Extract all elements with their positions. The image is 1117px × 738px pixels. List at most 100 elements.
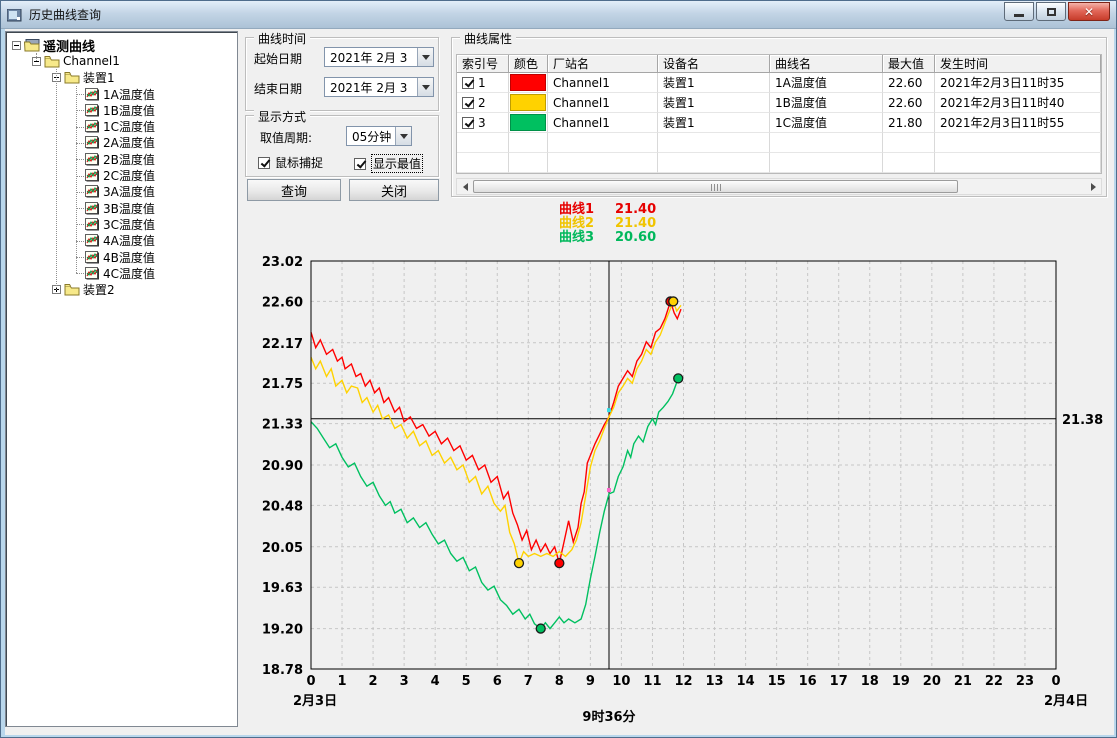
expand-toggle-icon[interactable] bbox=[12, 41, 21, 50]
column-header[interactable]: 索引号 bbox=[457, 55, 509, 73]
tree-item-label: 2A温度值 bbox=[103, 134, 155, 151]
x-axis-tick-label: 8 bbox=[555, 674, 564, 689]
time-cell: 2021年2月3日11时40 bbox=[935, 93, 1101, 113]
tree-connector bbox=[76, 241, 84, 242]
curve-icon bbox=[84, 202, 100, 215]
chevron-down-icon[interactable] bbox=[417, 78, 433, 96]
color-cell bbox=[509, 93, 548, 113]
empty-cell bbox=[658, 153, 770, 173]
max-cell: 21.80 bbox=[883, 113, 935, 133]
empty-cell bbox=[457, 133, 509, 153]
curve-icon bbox=[84, 120, 100, 133]
tree-item[interactable]: 3B温度值 bbox=[6, 200, 237, 216]
curve-properties-table: 索引号颜色厂站名设备名曲线名最大值发生时间1Channel1装置11A温度值22… bbox=[456, 54, 1102, 174]
show-extremes-option[interactable]: 显示最值 bbox=[354, 154, 423, 173]
x-axis-tick-label: 5 bbox=[462, 674, 471, 689]
start-date-combobox[interactable]: 2021年 2月 3 bbox=[324, 47, 434, 67]
tree-item[interactable]: 装置1 bbox=[6, 70, 237, 86]
column-header[interactable]: 最大值 bbox=[883, 55, 935, 73]
restore-icon bbox=[1047, 8, 1056, 16]
chevron-down-icon[interactable] bbox=[395, 127, 411, 145]
curve-icon bbox=[84, 169, 100, 182]
cursor-intersection-mark bbox=[607, 408, 611, 412]
table-row[interactable]: 3Channel1装置11C温度值21.802021年2月3日11时55 bbox=[457, 113, 1101, 133]
max-cell: 22.60 bbox=[883, 73, 935, 93]
curve-icon bbox=[84, 136, 100, 149]
period-combobox[interactable]: 05分钟 bbox=[346, 126, 412, 146]
curve-cell: 1A温度值 bbox=[770, 73, 883, 93]
curve-icon bbox=[84, 185, 100, 198]
tree-item-label: 2C温度值 bbox=[103, 167, 155, 184]
restore-button[interactable] bbox=[1036, 2, 1066, 21]
horizontal-scrollbar[interactable] bbox=[456, 178, 1102, 195]
column-header[interactable]: 发生时间 bbox=[935, 55, 1101, 73]
minimize-button[interactable] bbox=[1004, 2, 1034, 21]
station-cell: Channel1 bbox=[548, 113, 658, 133]
close-button[interactable]: ✕ bbox=[1068, 2, 1110, 21]
folder-icon bbox=[24, 39, 40, 52]
table-row[interactable]: 1Channel1装置11A温度值22.602021年2月3日11时35 bbox=[457, 73, 1101, 93]
tree-item[interactable]: 1C温度值 bbox=[6, 118, 237, 134]
column-header[interactable]: 设备名 bbox=[658, 55, 770, 73]
row-checkbox[interactable] bbox=[462, 117, 474, 129]
curve-icon bbox=[84, 88, 100, 101]
close-dialog-button[interactable]: 关闭 bbox=[349, 179, 439, 201]
device-cell: 装置1 bbox=[658, 93, 770, 113]
tree-item[interactable]: 4A温度值 bbox=[6, 233, 237, 249]
tree-item-label: 4A温度值 bbox=[103, 232, 155, 249]
tree-item[interactable]: 2A温度值 bbox=[6, 135, 237, 151]
tree-item[interactable]: 1A温度值 bbox=[6, 86, 237, 102]
query-button[interactable]: 查询 bbox=[247, 179, 341, 201]
tree-item[interactable]: Channel1 bbox=[6, 53, 237, 69]
row-checkbox[interactable] bbox=[462, 77, 474, 89]
tree-item[interactable]: 遥测曲线 bbox=[6, 37, 237, 53]
start-date-value: 2021年 2月 3 bbox=[330, 49, 407, 66]
end-date-combobox[interactable]: 2021年 2月 3 bbox=[324, 77, 434, 97]
row-checkbox[interactable] bbox=[462, 97, 474, 109]
tree-connector bbox=[76, 208, 84, 209]
scrollbar-thumb[interactable] bbox=[473, 180, 958, 193]
tree-connector bbox=[76, 143, 84, 144]
folder-icon bbox=[44, 55, 60, 68]
empty-cell bbox=[548, 153, 658, 173]
column-header[interactable]: 厂站名 bbox=[548, 55, 658, 73]
scroll-right-button[interactable] bbox=[1085, 179, 1101, 194]
curve-color-swatch bbox=[510, 94, 546, 111]
legend-curve-name: 曲线2 bbox=[559, 217, 615, 231]
legend-curve-name: 曲线3 bbox=[559, 231, 615, 245]
legend-cursor-value: 20.60 bbox=[615, 231, 656, 245]
column-header[interactable]: 颜色 bbox=[509, 55, 548, 73]
tree-item[interactable]: 3A温度值 bbox=[6, 184, 237, 200]
tree-item[interactable]: 4B温度值 bbox=[6, 249, 237, 265]
show-extremes-checkbox[interactable] bbox=[354, 158, 366, 170]
tree-item[interactable]: 2B温度值 bbox=[6, 151, 237, 167]
legend-item: 曲线320.60 bbox=[559, 231, 656, 245]
mouse-capture-checkbox[interactable] bbox=[258, 157, 270, 169]
table-row[interactable]: 2Channel1装置11B温度值22.602021年2月3日11时40 bbox=[457, 93, 1101, 113]
tree-item[interactable]: 1B温度值 bbox=[6, 102, 237, 118]
chevron-down-icon[interactable] bbox=[417, 48, 433, 66]
tree-item[interactable]: 装置2 bbox=[6, 281, 237, 297]
empty-cell bbox=[509, 133, 548, 153]
history-curve-chart[interactable]: 23.0222.6022.1721.7521.3320.9020.4820.05… bbox=[251, 253, 1111, 733]
empty-cell bbox=[883, 133, 935, 153]
x-axis-tick-label: 17 bbox=[830, 674, 848, 689]
tree-item-label: 2B温度值 bbox=[103, 151, 155, 168]
tree-item[interactable]: 3C温度值 bbox=[6, 216, 237, 232]
station-cell: Channel1 bbox=[548, 93, 658, 113]
title-bar[interactable]: 历史曲线查询 ✕ bbox=[1, 1, 1116, 29]
column-header[interactable]: 曲线名 bbox=[770, 55, 883, 73]
mouse-capture-option[interactable]: 鼠标捕捉 bbox=[258, 154, 323, 171]
legend-cursor-value: 21.40 bbox=[615, 217, 656, 231]
tree-item[interactable]: 2C温度值 bbox=[6, 167, 237, 183]
y-axis-tick-label: 20.48 bbox=[262, 499, 303, 514]
window-controls: ✕ bbox=[1002, 2, 1110, 21]
max-value-marker bbox=[669, 297, 678, 306]
tree-connector bbox=[36, 53, 37, 61]
tree-item-label: 1C温度值 bbox=[103, 118, 155, 135]
tree-connector bbox=[76, 159, 84, 160]
x-axis-tick-label: 1 bbox=[338, 674, 347, 689]
scroll-left-button[interactable] bbox=[457, 179, 473, 194]
curve-tree-panel[interactable]: 遥测曲线Channel1装置11A温度值1B温度值1C温度值2A温度值2B温度值… bbox=[5, 31, 238, 727]
tree-item[interactable]: 4C温度值 bbox=[6, 265, 237, 281]
